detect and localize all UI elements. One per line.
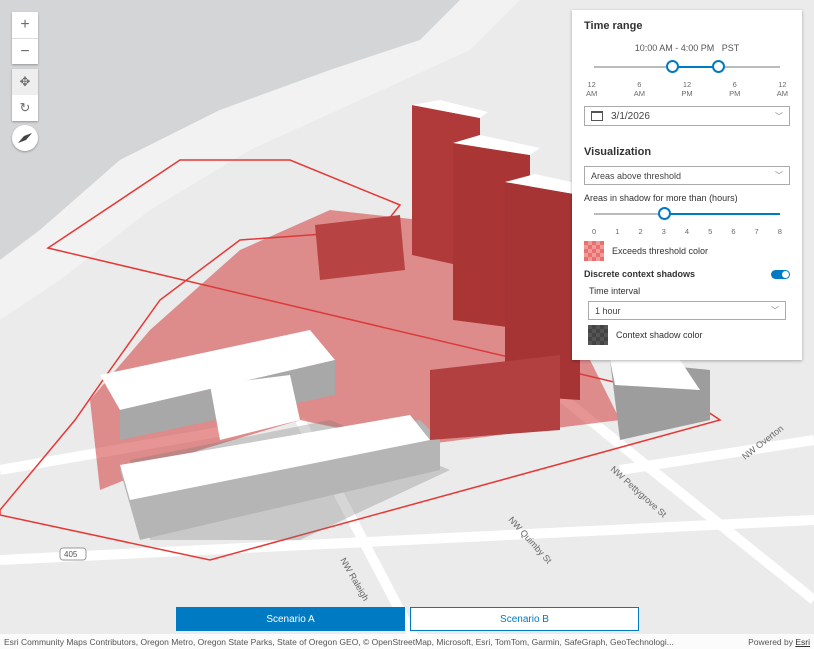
time-tick: 6 PM [729,80,741,98]
visualization-title: Visualization [584,146,652,158]
esri-link[interactable]: Esri [795,636,810,647]
shadow-cast-panel: Time range 10:00 AM - 4:00 PM PST 12 AM 6 A… [572,10,802,360]
context-shadow-color-swatch[interactable] [588,325,608,345]
time-range-slider[interactable] [594,60,780,74]
time-range-title: Time range [584,20,643,32]
chevron-down-icon: ﹀ [775,171,783,180]
threshold-slider[interactable] [594,207,780,221]
context-shadows-label: Discrete context shadows [584,269,696,279]
scenario-a-button[interactable]: Scenario A [176,607,405,631]
threshold-tick: 4 [684,227,690,236]
riverbank [0,0,520,320]
timezone: PST [721,43,740,53]
threshold-ticks: 0 1 2 3 4 5 6 7 8 [592,227,782,236]
threshold-tick: 2 [638,227,643,236]
attribution-bar: Esri Community Maps Contributors, Oregon… [0,634,814,649]
site-boundary [0,159,722,561]
attribution-text: Esri Community Maps Contributors, Oregon… [4,636,674,647]
time-tick: 6 AM [633,80,645,98]
chevron-down-icon: ﹀ [771,306,779,315]
threshold-tick: 3 [661,227,666,236]
time-interval-value: 1 hour [595,305,621,316]
scenario-b-button[interactable]: Scenario B [410,607,639,631]
time-tick: 12 AM [776,80,788,98]
visualization-select[interactable]: Areas above threshold ﹀ [584,166,790,185]
context-shadows-toggle[interactable] [771,269,790,279]
exceeds-color-swatch[interactable] [584,241,604,261]
threshold-handle[interactable] [657,207,671,220]
rotate-button[interactable]: ↻ [12,95,38,121]
end-time-handle[interactable] [712,60,725,73]
start-time-handle[interactable] [665,60,679,73]
rotate-icon: ↻ [19,100,31,115]
powered-by: Powered by [748,636,796,647]
time-range-value: 10:00 AM - 4:00 PM [634,43,715,53]
date-picker[interactable]: 3/1/2026 ﹀ [584,106,790,126]
zoom-in-button[interactable]: + [20,16,30,33]
highway-shield: 405 [64,550,78,559]
threshold-tick: 0 [592,227,597,236]
time-interval-select[interactable]: 1 hour ﹀ [588,301,786,320]
calendar-icon [591,111,603,121]
threshold-label: Areas in shadow for more than (hours) [584,193,738,203]
time-tick: 12 AM [586,80,598,98]
date-value: 3/1/2026 [611,110,650,122]
threshold-tick: 6 [731,227,736,236]
threshold-tick: 1 [615,227,620,236]
time-tick: 12 PM [681,80,693,98]
time-ticks: 12 AM 6 AM 12 PM 6 PM 12 AM [586,80,788,98]
buildings [100,100,710,540]
threshold-tick: 7 [754,227,759,236]
visualization-value: Areas above threshold [591,170,682,181]
compass-icon [18,133,32,143]
context-shadow-color-label: Context shadow color [616,330,703,340]
pan-button[interactable]: ✥ [12,69,38,95]
exceeds-color-label: Exceeds threshold color [612,246,709,256]
threshold-tick: 5 [708,227,713,236]
navigation-controls: ✥ ↻ [12,69,38,121]
threshold-tick: 8 [777,227,782,236]
compass-button[interactable] [12,125,38,151]
zoom-out-button[interactable]: − [12,38,38,64]
move-icon: ✥ [19,74,31,89]
time-interval-label: Time interval [589,286,641,296]
chevron-down-icon: ﹀ [775,111,783,121]
zoom-controls: + − [12,12,38,64]
